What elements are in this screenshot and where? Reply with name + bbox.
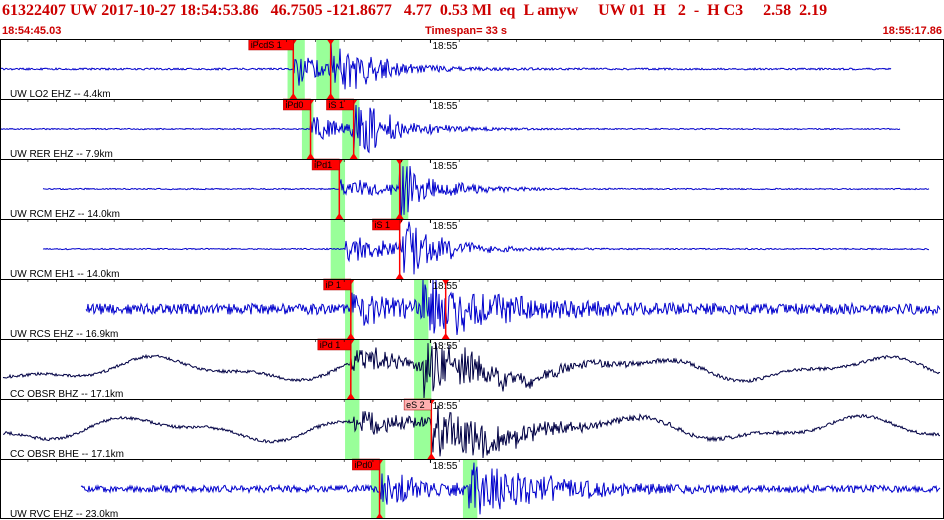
pick-label: iP 1 (326, 280, 341, 290)
time-marker-label: 18:55 (432, 101, 457, 112)
waveform-trace (42, 159, 930, 219)
waveform-trace (85, 279, 941, 336)
start-time-label: 18:54:45.03 (2, 25, 62, 37)
pick-marker-bottom (375, 513, 384, 519)
station-label: UW LO2 EHZ -- 4.4km (10, 89, 111, 100)
pick-marker-top (441, 279, 450, 285)
waveform-trace (2, 342, 941, 399)
pick-label: iS 1 (328, 100, 344, 110)
time-marker-label: 18:55 (432, 281, 457, 292)
time-marker-label: 18:55 (432, 221, 457, 232)
pick-label: iPd0 (354, 460, 372, 470)
pick-window (345, 399, 360, 459)
pick-label: eS 2 (406, 400, 425, 410)
trace-row: iPd0 18:55 UW RVC EHZ -- 23.0km (0, 458, 944, 520)
pick-label: iPd0 (285, 100, 303, 110)
waveform-trace (3, 405, 940, 459)
trace-row: iS 1 18:55 UW RCM EH1 -- 14.0km (0, 218, 944, 280)
seismogram-plot[interactable]: iPcdS 1 18:55 UW LO2 EHZ -- 4.4km iPd0 iS 1 1… (0, 39, 944, 520)
event-title: 61322407 UW 2017-10-27 18:54:53.86 46.75… (2, 2, 828, 19)
station-label: UW RCM EHZ -- 14.0km (10, 209, 120, 220)
waveform-trace (0, 39, 892, 90)
pick-marker-bottom (395, 213, 404, 219)
pick-marker-bottom (441, 333, 450, 339)
time-marker-label: 18:55 (432, 461, 457, 472)
waveform-trace (42, 221, 929, 275)
station-label: UW RER EHZ -- 7.9km (10, 149, 113, 160)
station-label: UW RCS EHZ -- 16.9km (10, 329, 118, 340)
pick-window (414, 399, 432, 459)
pick-marker-bottom (427, 453, 436, 459)
timespan-label: Timespan= 33 s (425, 25, 508, 37)
pick-window (287, 39, 305, 99)
pick-marker-bottom (346, 333, 355, 339)
time-marker-label: 18:55 (432, 41, 457, 52)
time-marker-label: 18:55 (432, 401, 457, 412)
station-label: CC OBSR BHE -- 17.1km (10, 449, 124, 460)
time-marker-label: 18:55 (432, 161, 457, 172)
pick-marker-top (326, 39, 335, 45)
pick-label-box (248, 39, 294, 51)
trace-row: eS 2 18:55 CC OBSR BHE -- 17.1km (0, 398, 944, 460)
station-label: CC OBSR BHZ -- 17.1km (10, 389, 123, 400)
pick-marker-bottom (335, 213, 344, 219)
pick-marker-bottom (306, 153, 315, 159)
pick-label: iS 1 (374, 220, 390, 230)
station-label: UW RVC EHZ -- 23.0km (10, 509, 118, 520)
pick-marker-bottom (349, 153, 358, 159)
waveform-trace (80, 462, 941, 515)
waveform-trace (0, 104, 901, 154)
trace-row: iPd0 iS 1 18:55 UW RER EHZ -- 7.9km (0, 98, 944, 160)
pick-marker-bottom (289, 93, 298, 99)
pick-label: iPd1 (314, 160, 332, 170)
trace-row: iP 1 18:55 UW RCS EHZ -- 16.9km (0, 278, 944, 340)
trace-row: iPd 1 18:55 CC OBSR BHZ -- 17.1km (0, 338, 944, 400)
header: 61322407 UW 2017-10-27 18:54:53.86 46.75… (0, 0, 944, 40)
trace-row: iPd1 18:55 UW RCM EHZ -- 14.0km (0, 158, 944, 220)
pick-marker-bottom (326, 93, 335, 99)
pick-window (316, 39, 340, 99)
time-marker-label: 18:55 (432, 341, 457, 352)
pick-marker-bottom (395, 273, 404, 279)
station-label: UW RCM EH1 -- 14.0km (10, 269, 119, 280)
pick-label: iPcdS 1 (251, 40, 282, 50)
trace-row: iPcdS 1 18:55 UW LO2 EHZ -- 4.4km (0, 39, 944, 100)
pick-marker-bottom (346, 393, 355, 399)
pick-window (414, 339, 432, 399)
end-time-label: 18:55:17.86 (882, 25, 942, 37)
pick-label: iPd 1 (320, 340, 341, 350)
